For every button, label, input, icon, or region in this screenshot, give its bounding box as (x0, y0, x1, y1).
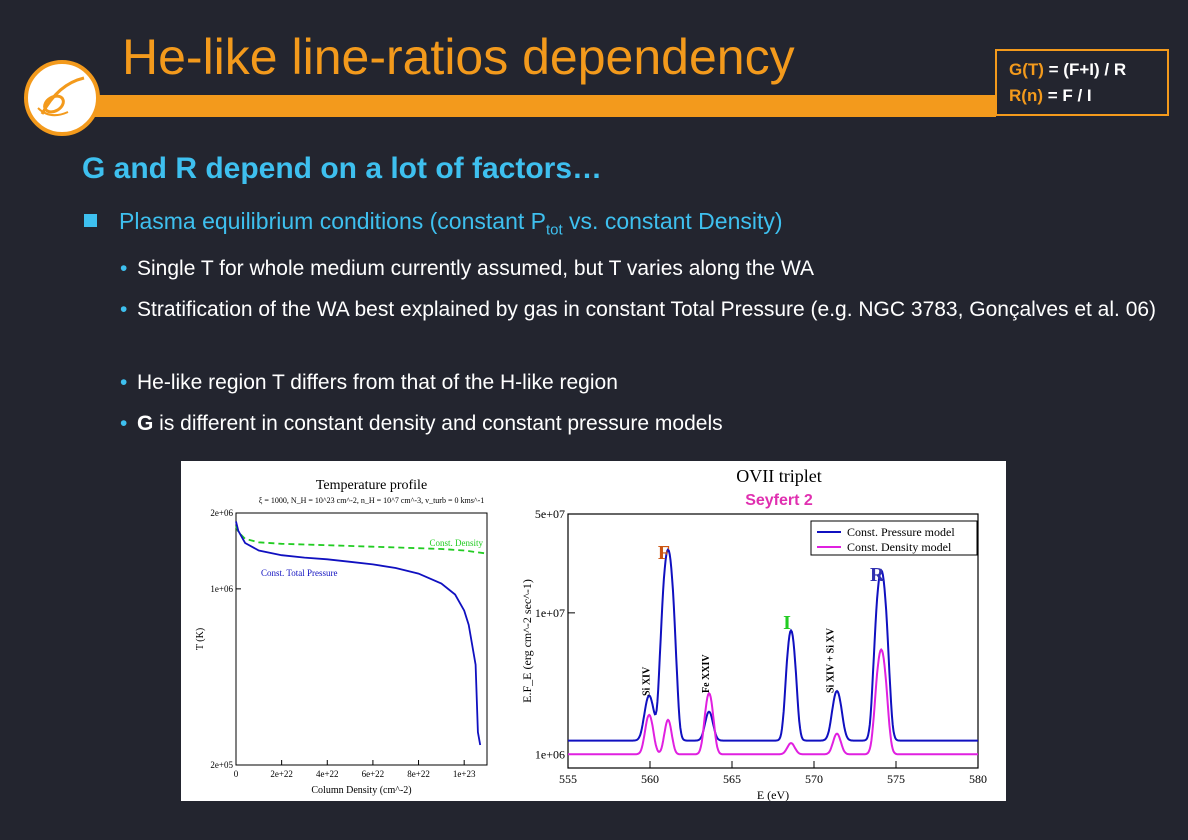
y-tick-label: 1e+07 (535, 606, 565, 620)
feature-label: Si XIV + Si XV (825, 627, 836, 693)
series-line-0 (568, 547, 978, 742)
x-tick-label: 4e+22 (316, 769, 339, 779)
ovii-triplet-chart: OVII triplet Seyfert 2 555 560 565 570 575 580 5… (520, 466, 987, 802)
plot-frame (567, 513, 979, 769)
dot-bullet-icon: • (120, 371, 128, 394)
line-label-r: R (870, 564, 885, 586)
x-axis-label: Column Density (cm^-2) (311, 785, 411, 796)
square-bullet-icon (84, 214, 97, 227)
formula-r-rhs: = F / I (1042, 86, 1092, 105)
bullet1-subscript: tot (545, 221, 563, 239)
x-tick-label: 6e+22 (362, 769, 385, 779)
x-tick-label: 0 (234, 769, 239, 779)
bullet-level1: Plasma equilibrium conditions (constant … (84, 208, 783, 239)
y-tick-label: 1e+06 (210, 584, 233, 594)
y-tick-label: 5e+07 (535, 507, 565, 521)
legend-box (810, 520, 978, 556)
y-tick-label: 2e+05 (210, 760, 233, 770)
legend-label-1: Const. Density model (847, 540, 952, 554)
sub-bullet-text: Single T for whole medium currently assu… (137, 257, 814, 280)
chart-subtitle: ξ = 1000, N_H = 10^23 cm^-2, n_H = 10^7 … (259, 496, 484, 505)
y-axis-label: E.F_E (erg cm^-2 sec^-1) (520, 579, 534, 703)
sub-bullet: • He-like region T differs from that of t… (120, 369, 618, 396)
bullet1-text: Plasma equilibrium conditions (constant … (119, 208, 546, 234)
series-line-0 (235, 525, 488, 555)
dot-bullet-icon: • (120, 257, 128, 280)
series-line-1 (235, 521, 482, 746)
legend-label-0: Const. Pressure model (847, 525, 955, 539)
y-tick-label: 1e+06 (535, 747, 565, 761)
sub-bullet: • Single T for whole medium currently ass… (120, 255, 814, 282)
dot-bullet-icon: • (120, 412, 128, 435)
x-tick-label: 2e+22 (270, 769, 293, 779)
dot-bullet-icon: • (120, 298, 128, 321)
y-tick-label: 2e+06 (210, 508, 233, 518)
formula-g: G(T) = (F+I) / R (1009, 57, 1167, 83)
x-tick-label: 570 (805, 772, 823, 786)
formula-g-lhs: G(T) (1009, 60, 1044, 79)
formula-box: G(T) = (F+I) / R R(n) = F / I (995, 49, 1169, 116)
formula-g-rhs: = (F+I) / R (1043, 60, 1127, 79)
x-tick-label: 580 (969, 772, 987, 786)
x-tick-label: 560 (641, 772, 659, 786)
sub-bullet-text: G is different in constant density and c… (137, 410, 723, 437)
sub-bullet: • G is different in constant density and … (120, 410, 723, 437)
chart-subtitle: Seyfert 2 (745, 492, 813, 509)
sub-bullet-text: He-like region T differs from that of th… (137, 371, 618, 394)
institution-logo (24, 60, 100, 136)
chart-title: OVII triplet (736, 466, 821, 486)
series-label-const-pressure: Const. Total Pressure (261, 568, 337, 578)
series-label-const-density: Const. Density (429, 538, 483, 548)
bullet1-text-end: vs. constant Density) (562, 208, 783, 234)
spectrum-chart-panel: OVII triplet Seyfert 2 555 560 565 570 575 580 5… (511, 461, 1006, 802)
slide-title: He-like line-ratios dependency (122, 29, 795, 85)
bold-g-symbol: G (137, 412, 154, 435)
x-tick-label: 555 (559, 772, 577, 786)
series-line-1 (568, 648, 978, 756)
x-tick-label: 1e+23 (453, 769, 476, 779)
formula-r: R(n) = F / I (1009, 83, 1167, 109)
formula-r-lhs: R(n) (1009, 86, 1043, 105)
chart-title: Temperature profile (316, 478, 427, 493)
sub-bullet-text: Stratification of the WA best explained … (137, 298, 1157, 321)
temperature-chart-panel: Temperature profile ξ = 1000, N_H = 10^23… (181, 461, 511, 801)
title-underline-bar (72, 95, 996, 117)
x-tick-label: 8e+22 (407, 769, 430, 779)
x-tick-label: 575 (887, 772, 905, 786)
feature-label: Fe XXIV (701, 654, 712, 693)
y-axis-label: T (K) (195, 628, 206, 650)
plot-frame (235, 512, 488, 766)
x-axis-label: E (eV) (757, 788, 789, 801)
line-label-f: F (658, 542, 670, 564)
sub-bullet: • Stratification of the WA best explained… (120, 296, 1160, 323)
temperature-profile-chart: Temperature profile ξ = 1000, N_H = 10^23… (195, 478, 488, 796)
x-tick-label: 565 (723, 772, 741, 786)
section-heading: G and R depend on a lot of factors… (82, 152, 603, 185)
last-bullet-rest: is different in constant density and con… (153, 412, 723, 435)
feature-label: Si XIV (642, 666, 653, 696)
line-label-i: I (783, 612, 791, 634)
logo-icon (37, 76, 85, 117)
